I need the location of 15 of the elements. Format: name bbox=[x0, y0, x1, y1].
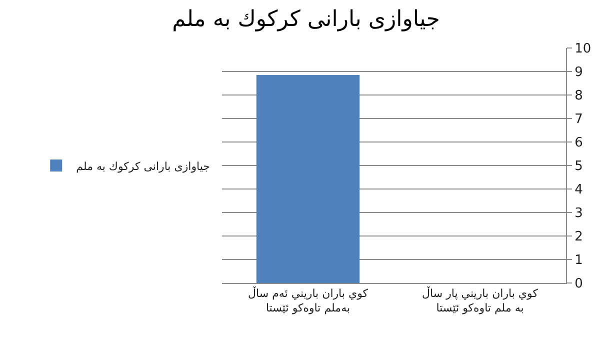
chart-title: جیاوازی بارانی کرکوك به ملم bbox=[172, 6, 440, 32]
x-tick-label: كوي باران باريني ئەم ساڵ بەملم تاوەكو ئێستا bbox=[248, 286, 369, 314]
y-tick-label: 9 bbox=[574, 65, 583, 80]
legend-label: جیاوازی بارانی کرکوك به ملم bbox=[76, 160, 210, 173]
y-tick-label: 6 bbox=[574, 136, 583, 151]
y-tick-label: 0 bbox=[574, 276, 583, 292]
y-tick-label: 3 bbox=[574, 206, 583, 222]
y-tick-label: 4 bbox=[574, 182, 583, 198]
y-tick-label: 5 bbox=[574, 159, 583, 174]
x-tick-label: كوي باران باريني پار ساڵ بە ملم تاوەكو ئێستا bbox=[422, 286, 539, 314]
y-tick-label: 7 bbox=[574, 112, 583, 128]
y-tick-label: 10 bbox=[574, 42, 592, 57]
y-tick-label: 8 bbox=[574, 88, 583, 104]
y-tick-label: 1 bbox=[574, 253, 583, 268]
y-tick-label: 2 bbox=[574, 230, 583, 245]
